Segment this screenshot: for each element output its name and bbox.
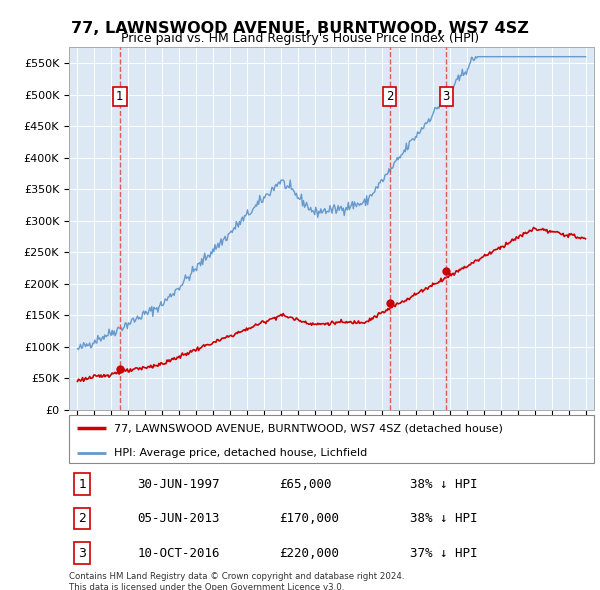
Text: 37% ↓ HPI: 37% ↓ HPI (410, 546, 478, 559)
Text: 3: 3 (78, 546, 86, 559)
Text: £220,000: £220,000 (279, 546, 339, 559)
Text: 1: 1 (116, 90, 124, 103)
Text: Price paid vs. HM Land Registry's House Price Index (HPI): Price paid vs. HM Land Registry's House … (121, 32, 479, 45)
FancyBboxPatch shape (69, 415, 594, 463)
Text: 3: 3 (443, 90, 450, 103)
Text: HPI: Average price, detached house, Lichfield: HPI: Average price, detached house, Lich… (113, 447, 367, 457)
Text: Contains HM Land Registry data © Crown copyright and database right 2024.
This d: Contains HM Land Registry data © Crown c… (69, 572, 404, 590)
Text: 38% ↓ HPI: 38% ↓ HPI (410, 512, 478, 525)
Text: 2: 2 (386, 90, 394, 103)
Text: £65,000: £65,000 (279, 478, 331, 491)
Text: 10-OCT-2016: 10-OCT-2016 (137, 546, 220, 559)
Text: 77, LAWNSWOOD AVENUE, BURNTWOOD, WS7 4SZ (detached house): 77, LAWNSWOOD AVENUE, BURNTWOOD, WS7 4SZ… (113, 423, 503, 433)
Text: 77, LAWNSWOOD AVENUE, BURNTWOOD, WS7 4SZ: 77, LAWNSWOOD AVENUE, BURNTWOOD, WS7 4SZ (71, 21, 529, 36)
Text: 2: 2 (78, 512, 86, 525)
Text: 38% ↓ HPI: 38% ↓ HPI (410, 478, 478, 491)
Text: £170,000: £170,000 (279, 512, 339, 525)
Text: 1: 1 (78, 478, 86, 491)
Text: 05-JUN-2013: 05-JUN-2013 (137, 512, 220, 525)
Text: 30-JUN-1997: 30-JUN-1997 (137, 478, 220, 491)
